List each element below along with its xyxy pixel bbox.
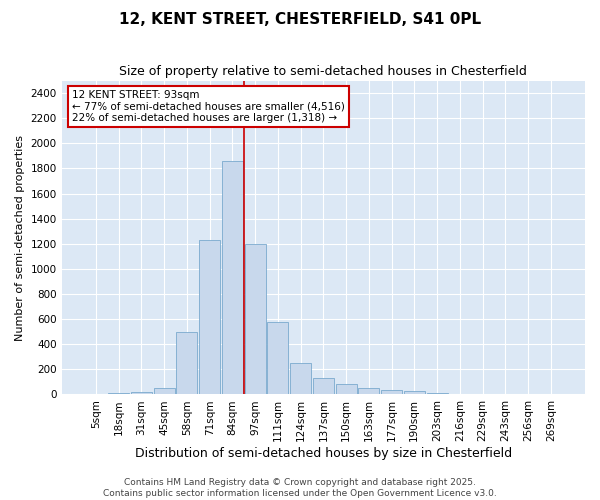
Bar — [313, 378, 334, 394]
X-axis label: Distribution of semi-detached houses by size in Chesterfield: Distribution of semi-detached houses by … — [135, 447, 512, 460]
Bar — [199, 240, 220, 394]
Bar — [381, 390, 402, 394]
Bar — [154, 388, 175, 394]
Bar — [335, 384, 356, 394]
Bar — [108, 393, 129, 394]
Text: Contains HM Land Registry data © Crown copyright and database right 2025.
Contai: Contains HM Land Registry data © Crown c… — [103, 478, 497, 498]
Bar — [427, 393, 448, 394]
Title: Size of property relative to semi-detached houses in Chesterfield: Size of property relative to semi-detach… — [119, 65, 527, 78]
Bar — [131, 392, 152, 394]
Text: 12 KENT STREET: 93sqm
← 77% of semi-detached houses are smaller (4,516)
22% of s: 12 KENT STREET: 93sqm ← 77% of semi-deta… — [72, 90, 345, 123]
Bar — [245, 244, 266, 394]
Bar — [268, 322, 289, 394]
Y-axis label: Number of semi-detached properties: Number of semi-detached properties — [15, 134, 25, 340]
Bar — [404, 392, 425, 394]
Text: 12, KENT STREET, CHESTERFIELD, S41 0PL: 12, KENT STREET, CHESTERFIELD, S41 0PL — [119, 12, 481, 28]
Bar — [358, 388, 379, 394]
Bar — [176, 332, 197, 394]
Bar — [290, 363, 311, 394]
Bar — [222, 161, 243, 394]
